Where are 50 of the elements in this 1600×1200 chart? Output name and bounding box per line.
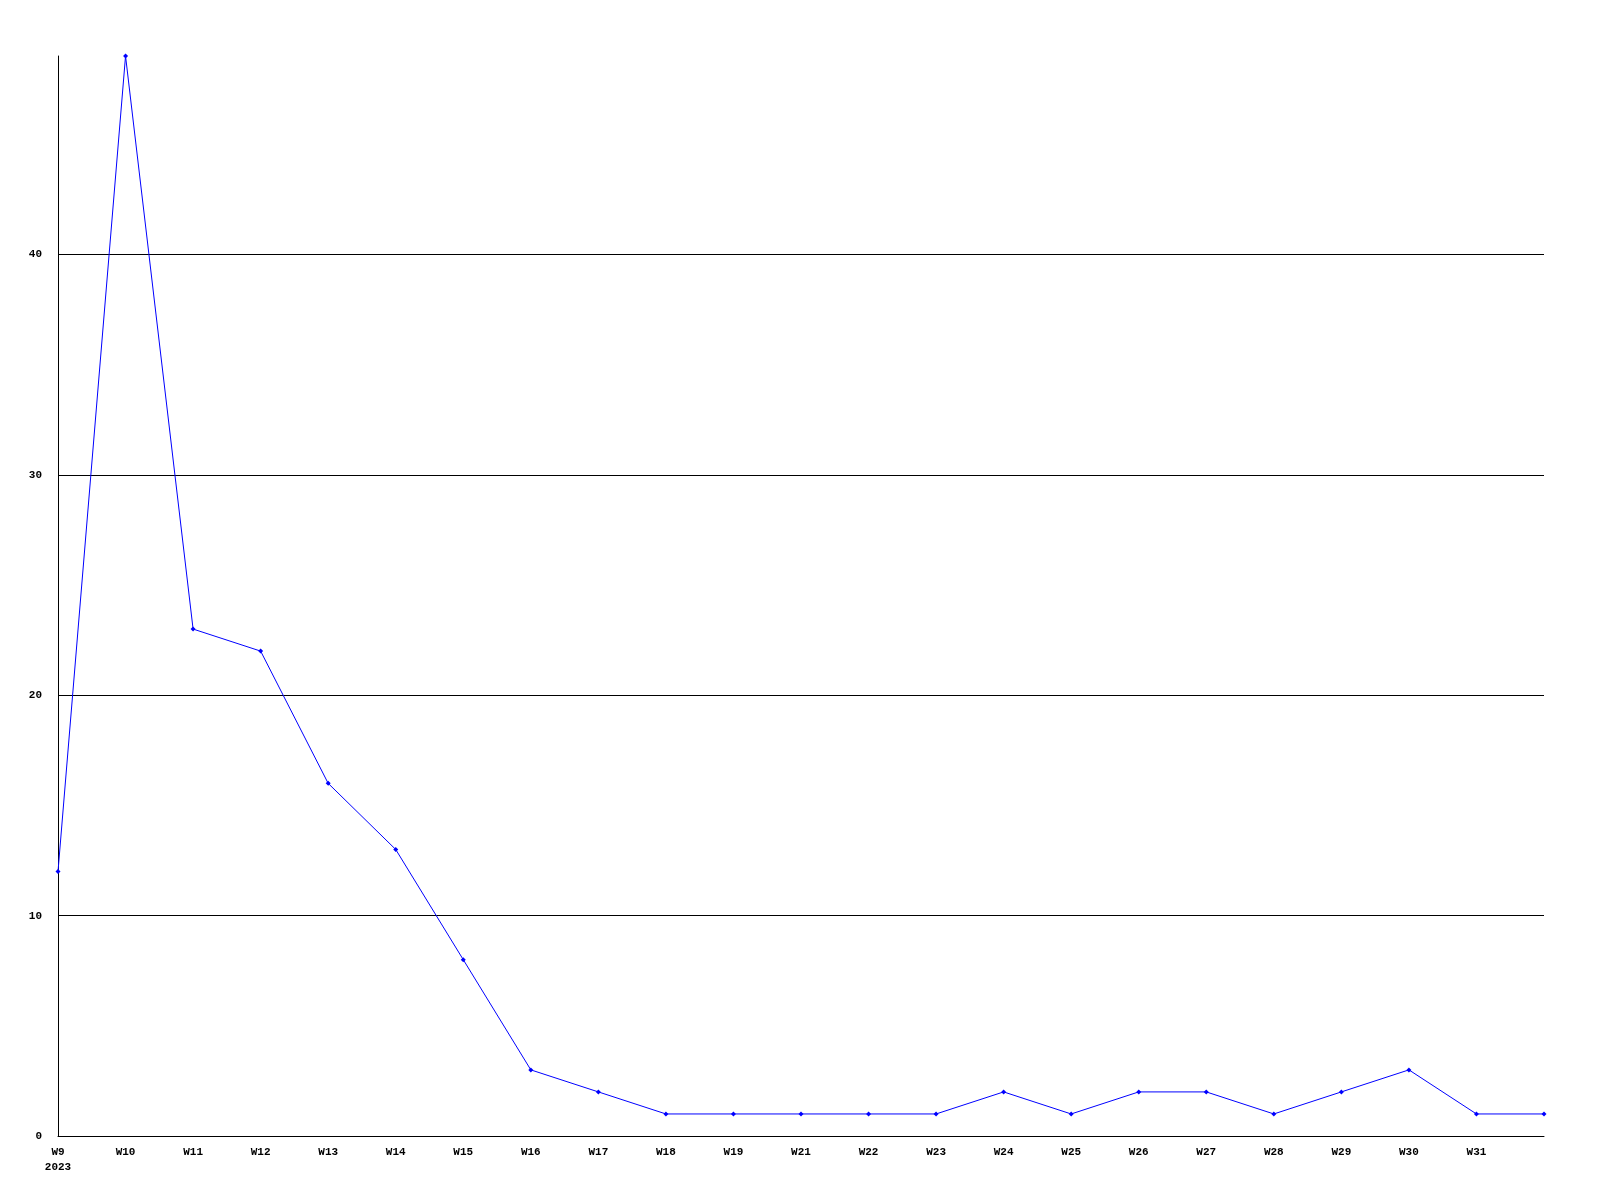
point	[190, 626, 196, 632]
point	[730, 1111, 736, 1117]
point	[1136, 1089, 1142, 1095]
x-tick-label: W30	[1399, 1145, 1419, 1158]
point	[1473, 1111, 1479, 1117]
point	[663, 1111, 669, 1117]
point	[595, 1089, 601, 1095]
y-tick-label: 0	[35, 1130, 42, 1142]
y-tick-label: 20	[28, 689, 42, 702]
point	[1068, 1111, 1074, 1117]
x-tick-label: W24	[993, 1145, 1014, 1158]
point	[258, 648, 264, 654]
point	[1271, 1111, 1277, 1117]
point	[933, 1111, 939, 1117]
x-tick-label: W17	[588, 1145, 609, 1158]
x-tick-label: W26	[1128, 1145, 1149, 1158]
point	[1338, 1089, 1344, 1095]
x-tick-label: W18	[656, 1145, 677, 1158]
point	[460, 957, 466, 963]
point	[798, 1111, 804, 1117]
point	[528, 1067, 534, 1073]
point	[55, 869, 61, 875]
x-tick-label: W29	[1331, 1145, 1352, 1158]
point	[1541, 1111, 1547, 1117]
x-tick-label: W21	[791, 1145, 812, 1158]
y-tick-label: 30	[28, 468, 42, 481]
x-tick-label: W23	[926, 1145, 947, 1158]
x-tick-label: W11	[183, 1145, 204, 1158]
point	[866, 1111, 872, 1117]
y-tick-label: 10	[28, 909, 42, 922]
x-tick-label: W16	[520, 1145, 541, 1158]
point	[1203, 1089, 1209, 1095]
y-tick-label: 40	[28, 248, 42, 261]
x-tick-label: W15	[453, 1145, 474, 1158]
point	[1001, 1089, 1007, 1095]
x-tick-label: W31	[1466, 1145, 1487, 1158]
x-tick-label: W13	[318, 1145, 339, 1158]
x-tick-label: W14	[385, 1145, 407, 1158]
x-tick-label: W9 2023	[44, 1145, 72, 1173]
x-tick-label: W27	[1196, 1145, 1217, 1158]
x-tick-label: W12	[250, 1145, 271, 1158]
x-tick-label: W28	[1263, 1145, 1285, 1158]
point	[325, 780, 331, 786]
x-tick-label: W25	[1061, 1145, 1082, 1158]
point	[393, 846, 399, 852]
x-tick-label: W19	[723, 1145, 744, 1158]
point	[123, 53, 129, 59]
x-tick-label: W10	[115, 1145, 136, 1158]
x-tick-label: W22	[858, 1145, 879, 1158]
point	[1406, 1067, 1412, 1073]
